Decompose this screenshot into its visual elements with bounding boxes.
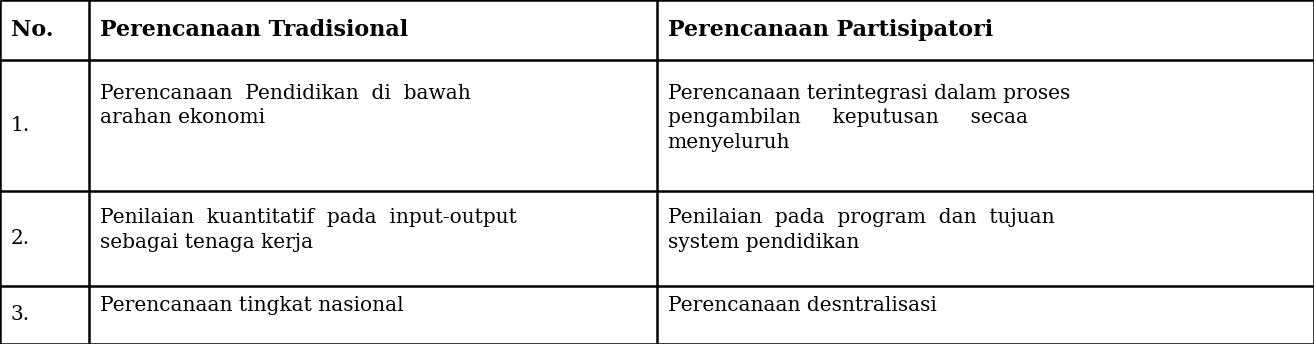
Text: Perencanaan desntralisasi: Perencanaan desntralisasi — [668, 296, 937, 315]
Text: menyeluruh: menyeluruh — [668, 133, 790, 152]
Text: sebagai tenaga kerja: sebagai tenaga kerja — [100, 233, 313, 252]
Text: Perencanaan terintegrasi dalam proses: Perencanaan terintegrasi dalam proses — [668, 84, 1070, 103]
Text: 1.: 1. — [11, 116, 30, 135]
Text: Perencanaan tingkat nasional: Perencanaan tingkat nasional — [100, 296, 403, 315]
Text: system pendidikan: system pendidikan — [668, 233, 859, 252]
Text: Perencanaan Tradisional: Perencanaan Tradisional — [100, 19, 407, 41]
Text: 2.: 2. — [11, 229, 30, 248]
Text: No.: No. — [11, 19, 53, 41]
Text: Perencanaan Partisipatori: Perencanaan Partisipatori — [668, 19, 992, 41]
Text: Penilaian  kuantitatif  pada  input-output: Penilaian kuantitatif pada input-output — [100, 208, 516, 227]
Text: pengambilan     keputusan     secaa: pengambilan keputusan secaa — [668, 108, 1028, 128]
Text: Perencanaan  Pendidikan  di  bawah: Perencanaan Pendidikan di bawah — [100, 84, 470, 103]
Text: 3.: 3. — [11, 305, 30, 324]
Text: arahan ekonomi: arahan ekonomi — [100, 108, 265, 128]
Text: Penilaian  pada  program  dan  tujuan: Penilaian pada program dan tujuan — [668, 208, 1054, 227]
